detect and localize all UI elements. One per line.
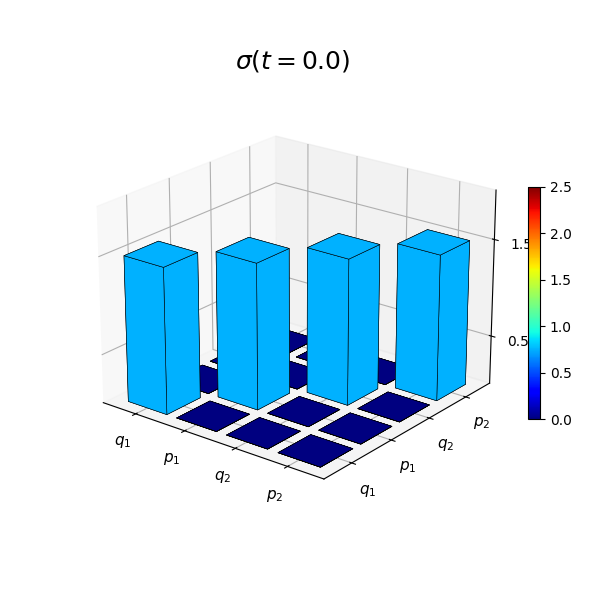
Title: $\sigma(t = 0.0)$: $\sigma(t = 0.0)$: [235, 49, 350, 74]
